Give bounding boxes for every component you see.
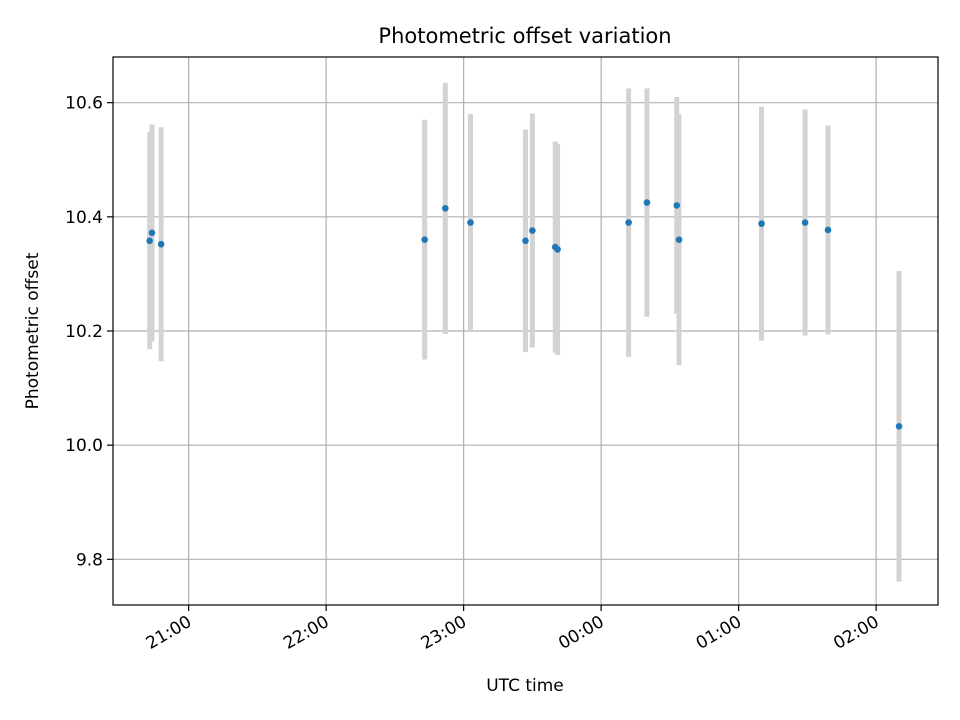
x-tick-label: 22:00 xyxy=(280,612,332,654)
x-axis-ticks: 21:00 22:00 23:00 00:00 01:00 02:00 xyxy=(143,605,883,654)
data-point xyxy=(529,227,536,234)
data-point xyxy=(675,236,683,243)
data-point xyxy=(148,229,156,237)
data-point xyxy=(643,199,651,206)
error-bars xyxy=(147,82,902,582)
data-point xyxy=(421,236,428,243)
x-tick-label: 01:00 xyxy=(693,612,745,654)
data-points xyxy=(146,199,903,430)
data-point xyxy=(625,219,632,226)
data-point xyxy=(467,219,474,226)
x-tick-label: 23:00 xyxy=(418,612,470,654)
data-point xyxy=(758,220,765,227)
y-tick-label: 10.0 xyxy=(65,436,103,456)
data-point xyxy=(554,246,561,253)
y-axis-ticks: 9.8 10.0 10.2 10.4 10.6 xyxy=(65,94,113,570)
data-point xyxy=(801,219,809,226)
y-tick-label: 10.2 xyxy=(65,322,103,342)
data-point xyxy=(673,202,681,209)
data-point xyxy=(157,240,165,248)
chart-title: Photometric offset variation xyxy=(378,24,671,48)
x-axis-label: UTC time xyxy=(486,676,564,696)
x-tick-label: 00:00 xyxy=(555,612,607,654)
y-axis-label: Photometric offset xyxy=(23,252,43,409)
y-tick-label: 10.4 xyxy=(65,208,103,228)
y-tick-label: 10.6 xyxy=(65,94,103,114)
data-point xyxy=(522,237,529,245)
data-point xyxy=(441,204,449,212)
data-point xyxy=(824,226,832,234)
data-point xyxy=(146,237,153,245)
data-point xyxy=(895,423,903,430)
x-tick-label: 02:00 xyxy=(830,612,882,654)
x-tick-label: 21:00 xyxy=(143,612,195,654)
y-tick-label: 9.8 xyxy=(76,550,103,570)
